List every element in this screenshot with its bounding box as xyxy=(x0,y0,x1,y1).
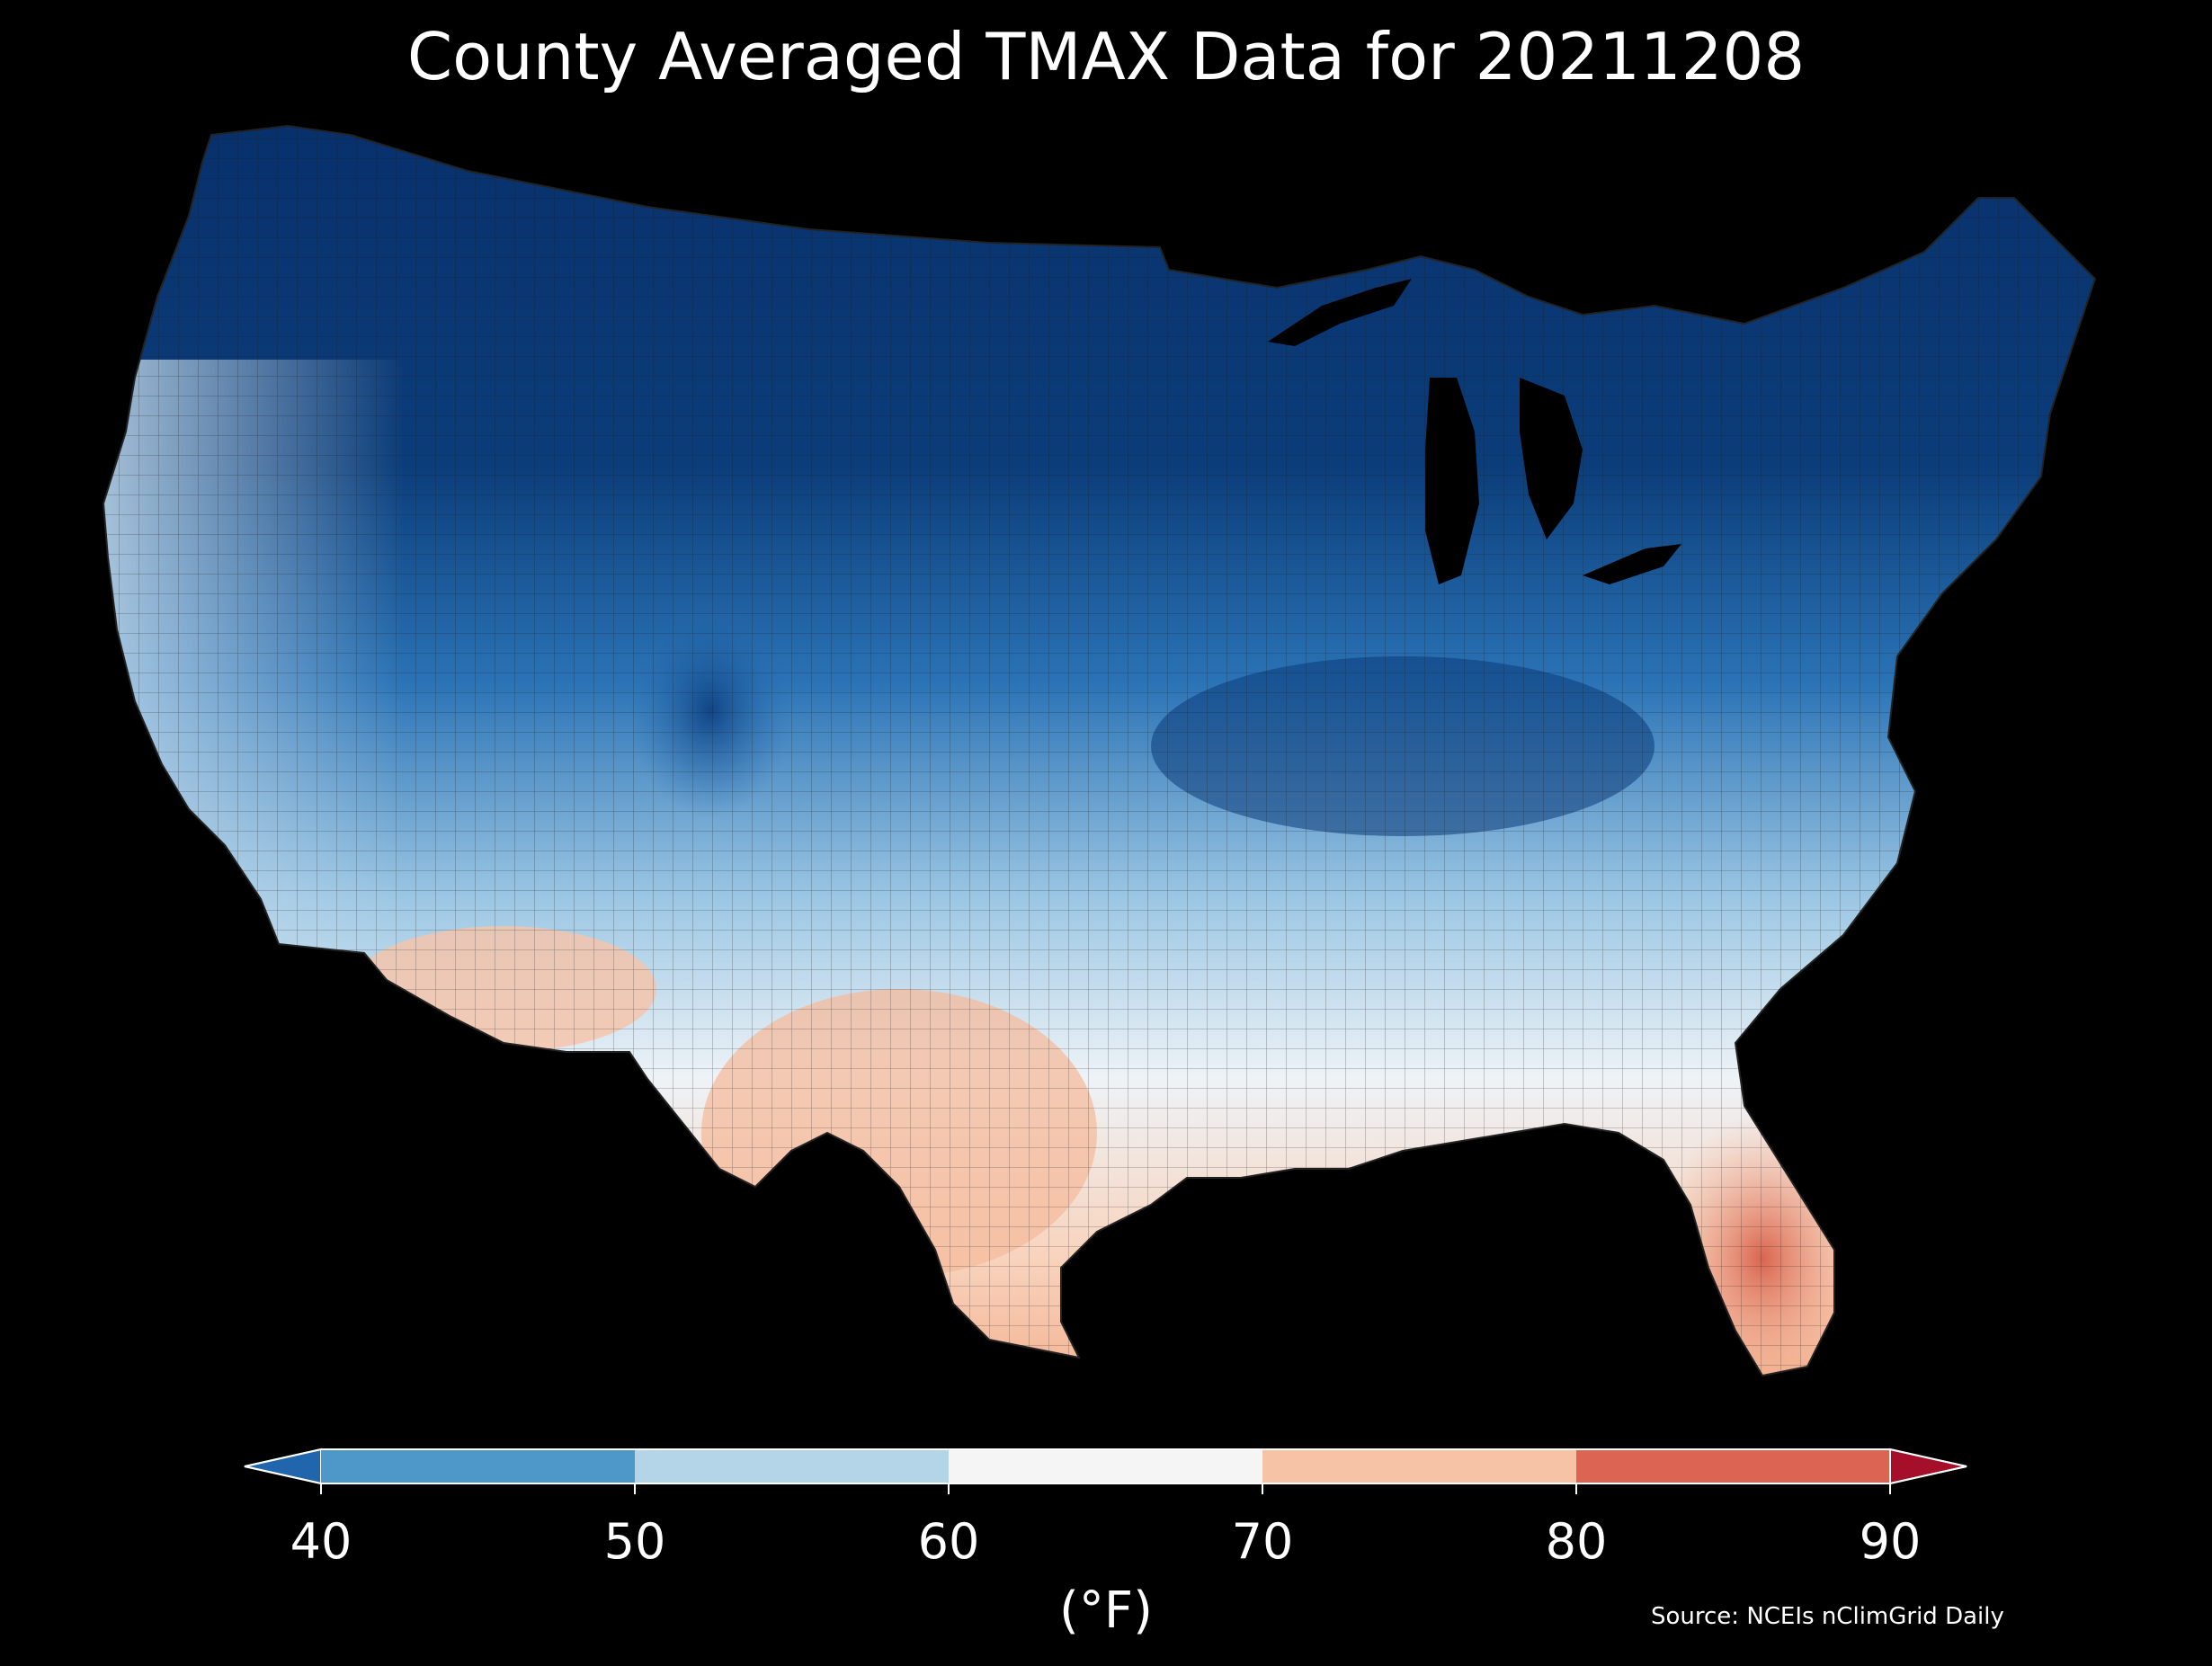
colorbar-unit-label: (°F) xyxy=(1059,1581,1153,1640)
colorbar-tick-label: 40 xyxy=(290,1513,352,1570)
lake-michigan xyxy=(1425,378,1479,584)
us-outline xyxy=(102,124,2097,1377)
lake-huron xyxy=(1520,378,1583,539)
great-lakes xyxy=(1268,279,1681,584)
colorbar: 40 50 60 70 80 90 (°F) xyxy=(244,1448,1967,1640)
colorbar-tick-label: 80 xyxy=(1546,1513,1608,1570)
colorbar-segment-80-90 xyxy=(1576,1449,1890,1483)
colorbar-tick-label: 60 xyxy=(918,1513,980,1570)
colorbar-tick-label: 70 xyxy=(1232,1513,1294,1570)
colorbar-tick-label: 90 xyxy=(1860,1513,1922,1570)
colorbar-tick-label: 50 xyxy=(604,1513,666,1570)
colorbar-extend-min xyxy=(244,1448,322,1485)
lake-erie xyxy=(1583,544,1681,584)
us-county-map xyxy=(103,126,2095,1376)
colorbar-segment-60-70 xyxy=(949,1449,1262,1483)
lake-superior xyxy=(1268,279,1412,346)
colorbar-segment-40-50 xyxy=(321,1449,635,1483)
colorbar-segment-70-80 xyxy=(1262,1449,1576,1483)
county-boundaries xyxy=(103,126,2095,1376)
colorbar-segment-50-60 xyxy=(635,1449,949,1483)
source-credit: Source: NCEIs nClimGrid Daily xyxy=(1651,1603,2004,1630)
colorbar-extend-max xyxy=(1889,1448,1967,1485)
map-title: County Averaged TMAX Data for 20211208 xyxy=(406,19,1806,94)
